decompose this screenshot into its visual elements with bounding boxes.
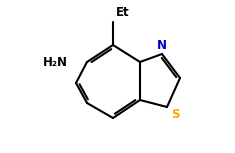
Text: S: S	[171, 108, 180, 121]
Text: N: N	[157, 39, 167, 52]
Text: Et: Et	[116, 6, 130, 19]
Text: H₂N: H₂N	[43, 56, 68, 69]
